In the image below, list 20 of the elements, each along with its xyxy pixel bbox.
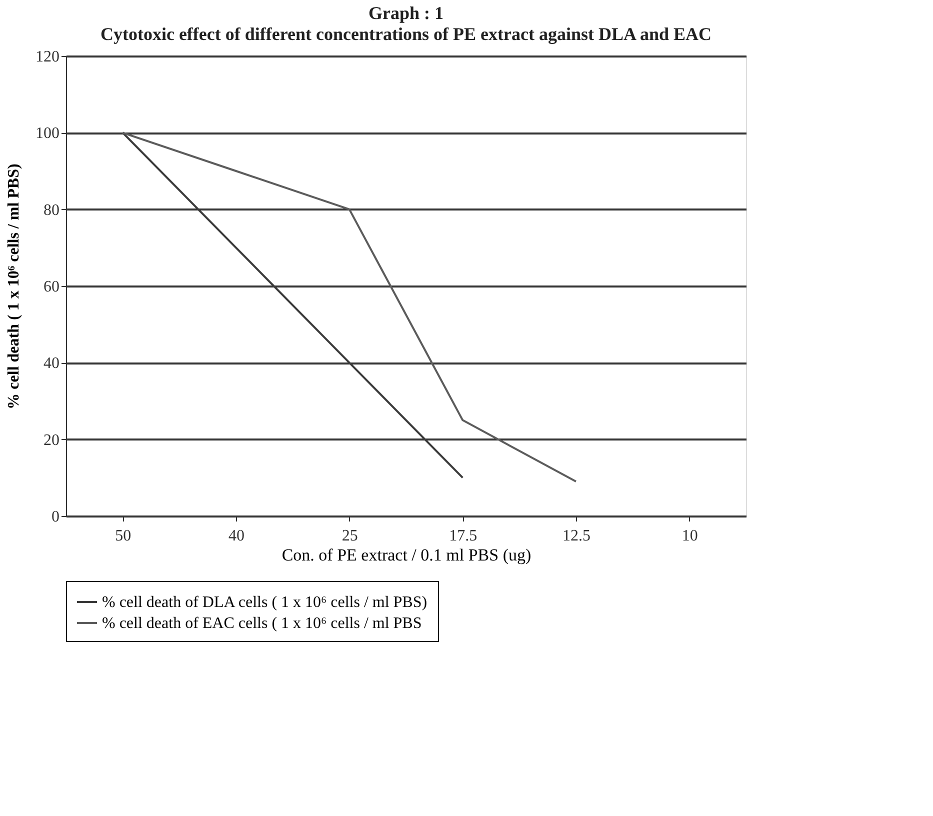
x-tick-label: 40 <box>228 528 244 544</box>
y-tick-label: 80 <box>44 202 60 219</box>
line-series <box>122 132 577 482</box>
y-tick-label: 0 <box>52 508 60 526</box>
y-tick-label: 120 <box>36 48 60 66</box>
x-tick-label: 10 <box>682 528 698 544</box>
x-tick-label: 17.5 <box>449 528 478 544</box>
legend-label: % cell death of DLA cells ( 1 x 10⁶ cells / ml PBS) <box>102 594 428 611</box>
chart-subtitle: Cytotoxic effect of different concentrations of PE extract against DLA and EAC <box>100 24 712 44</box>
x-tick-label: 12.5 <box>562 528 590 544</box>
x-axis-title: Con. of PE extract / 0.1 ml PBS (ug) <box>282 546 532 564</box>
y-tick-label: 40 <box>44 355 60 372</box>
chart-title: Graph : 1 <box>368 3 444 23</box>
y-axis-title: % cell death ( 1 x 10⁶ cells / ml PBS) <box>6 164 22 410</box>
y-tick-label: 60 <box>44 278 60 296</box>
y-tick-label: 100 <box>36 125 60 142</box>
x-tick-label: 25 <box>342 528 358 544</box>
legend-label: % cell death of EAC cells ( 1 x 10⁶ cells / ml PBS <box>102 615 422 632</box>
y-tick-label: 20 <box>44 432 60 449</box>
x-tick-label: 50 <box>115 528 132 544</box>
